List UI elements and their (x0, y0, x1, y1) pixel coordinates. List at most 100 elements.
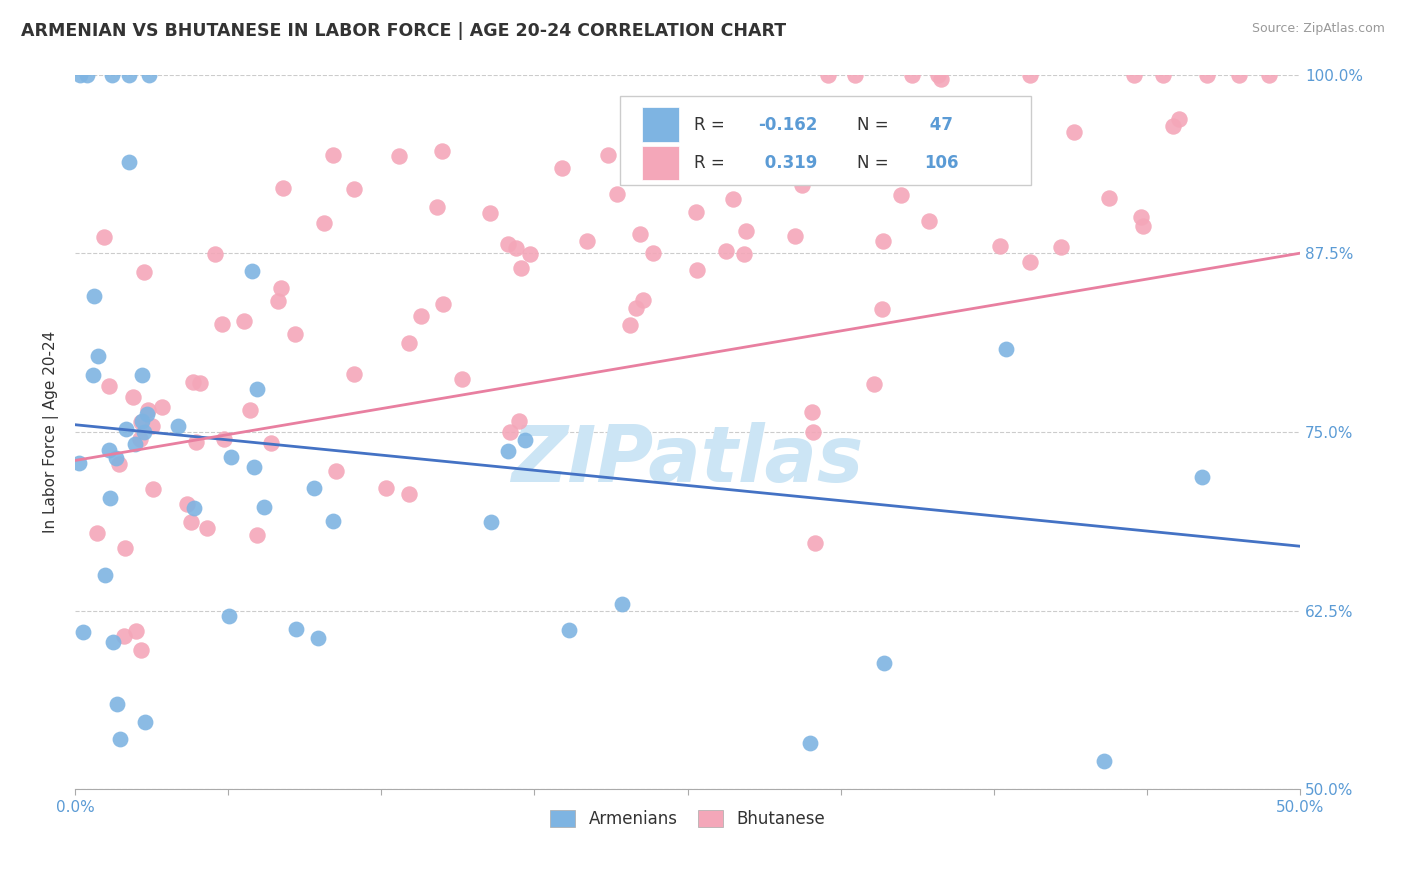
Point (1227, 68, 1250, 82)
Point (703, 135, 725, 149)
Point (93, 567, 115, 582)
Point (375, 481, 398, 495)
Point (890, 187, 912, 202)
Point (67, 456, 90, 470)
Point (141, 419, 163, 434)
Point (735, 224, 758, 238)
Point (218, 609, 240, 624)
Point (87, 350, 110, 364)
Point (97, 442, 120, 457)
Point (101, 635, 124, 649)
Point (619, 318, 641, 333)
Point (799, 735, 821, 749)
Point (240, 264, 263, 278)
Point (686, 262, 709, 277)
Point (108, 732, 131, 747)
Point (844, 68, 866, 82)
Point (398, 336, 420, 351)
Point (114, 541, 136, 556)
Point (114, 422, 136, 436)
Legend: Armenians, Bhutanese: Armenians, Bhutanese (544, 803, 831, 835)
Point (176, 497, 198, 511)
Point (136, 407, 159, 421)
Text: Source: ZipAtlas.com: Source: ZipAtlas.com (1251, 22, 1385, 36)
Point (432, 297, 454, 311)
Text: ARMENIAN VS BHUTANESE IN LABOR FORCE | AGE 20-24 CORRELATION CHART: ARMENIAN VS BHUTANESE IN LABOR FORCE | A… (21, 22, 786, 40)
Point (927, 68, 949, 82)
Point (633, 293, 655, 308)
Point (183, 501, 205, 516)
Point (125, 624, 148, 639)
Point (801, 405, 824, 419)
FancyBboxPatch shape (620, 96, 1031, 186)
Point (995, 342, 1018, 356)
Point (1019, 68, 1042, 82)
Point (1130, 211, 1153, 225)
Point (104, 451, 127, 466)
Point (643, 246, 665, 260)
Point (307, 631, 329, 645)
Point (714, 244, 737, 259)
Point (107, 457, 129, 471)
Point (478, 205, 501, 219)
Point (1197, 68, 1219, 82)
Point (343, 368, 366, 382)
Point (628, 227, 651, 241)
Text: 0.319: 0.319 (759, 154, 817, 172)
Point (388, 149, 411, 163)
Point (322, 514, 344, 528)
Point (302, 481, 325, 495)
Point (513, 433, 536, 447)
Point (150, 400, 173, 414)
Point (129, 433, 152, 447)
Text: -0.162: -0.162 (759, 116, 818, 134)
Point (98, 378, 121, 392)
Point (284, 326, 307, 341)
Point (872, 656, 894, 670)
Point (72, 625, 94, 640)
Point (129, 643, 152, 657)
Point (1191, 470, 1213, 484)
Point (688, 147, 710, 161)
Point (510, 260, 533, 275)
Point (136, 402, 159, 417)
Point (195, 521, 218, 535)
Text: R =: R = (693, 116, 730, 134)
Point (558, 624, 581, 638)
Point (1152, 68, 1174, 82)
Point (131, 368, 153, 383)
Point (872, 234, 894, 248)
Point (1092, 754, 1115, 768)
Point (101, 68, 124, 82)
Point (918, 213, 941, 227)
Point (783, 229, 806, 244)
Point (496, 443, 519, 458)
Point (132, 425, 155, 439)
Point (273, 181, 295, 195)
Point (624, 301, 647, 316)
Point (778, 99, 800, 113)
Point (721, 192, 744, 206)
Point (1167, 112, 1189, 127)
Point (124, 437, 146, 451)
Point (342, 181, 364, 195)
Point (134, 714, 156, 729)
Point (112, 630, 135, 644)
Text: 106: 106 (924, 154, 959, 172)
Text: N =: N = (856, 154, 893, 172)
Point (432, 144, 454, 158)
Point (426, 200, 449, 214)
Point (267, 293, 290, 308)
Point (550, 161, 572, 175)
Point (246, 528, 269, 542)
Point (211, 317, 233, 331)
Point (1019, 255, 1042, 269)
Y-axis label: In Labor Force | Age 20-24: In Labor Force | Age 20-24 (44, 331, 59, 533)
Point (870, 302, 893, 317)
Point (167, 418, 190, 433)
Point (322, 148, 344, 162)
Point (105, 697, 128, 711)
Point (142, 483, 165, 497)
Point (932, 125, 955, 139)
Point (204, 246, 226, 260)
